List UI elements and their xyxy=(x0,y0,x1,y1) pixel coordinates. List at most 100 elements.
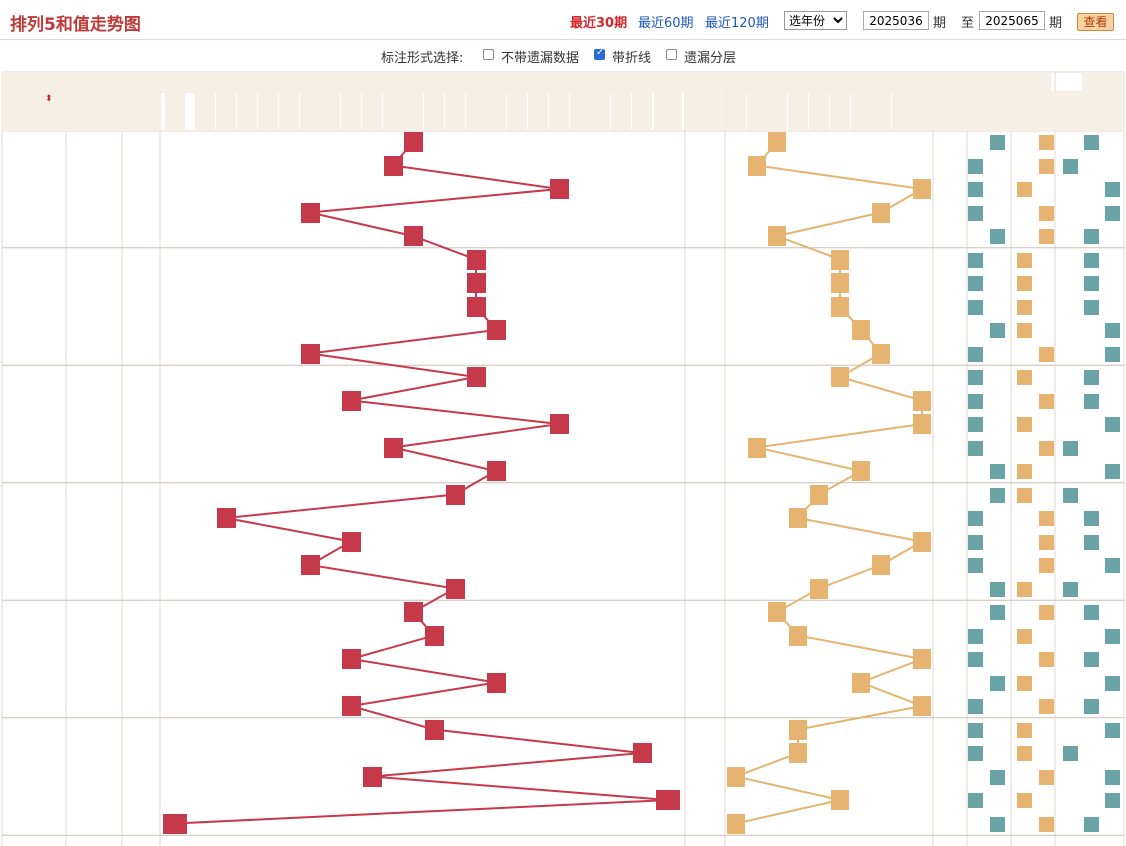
no-omission-checkbox[interactable] xyxy=(483,49,494,60)
oddeven-tag xyxy=(990,135,1005,150)
oddeven-tag xyxy=(990,464,1005,479)
tail-col-header xyxy=(726,92,746,131)
recent-60-link[interactable]: 最近60期 xyxy=(638,16,694,31)
size-tag xyxy=(1017,464,1032,479)
page-title: 排列5和值走势图 xyxy=(10,15,141,35)
size-tag xyxy=(1039,440,1054,456)
tail-marker xyxy=(872,202,890,223)
omission-layer-checkbox[interactable] xyxy=(666,49,677,60)
road-tag xyxy=(1063,581,1078,597)
road-tag xyxy=(1084,652,1099,667)
road-tag xyxy=(1084,816,1099,832)
sum-col-header xyxy=(165,92,185,131)
tail-marker xyxy=(768,602,786,622)
sum-marker xyxy=(466,296,486,317)
tail-header xyxy=(685,72,725,131)
road-tag xyxy=(1063,158,1078,174)
tail-trend-header xyxy=(725,72,933,92)
sum-col-header xyxy=(341,92,361,131)
sum-col-header xyxy=(403,92,423,131)
road-tag xyxy=(1084,699,1099,714)
size-tag xyxy=(1039,652,1054,667)
tail-col-header xyxy=(912,92,932,131)
tail-marker xyxy=(913,414,931,434)
year-select[interactable]: 选年份 xyxy=(784,11,847,30)
oddeven-tag xyxy=(968,652,983,667)
sum-col-header xyxy=(424,92,444,131)
sum-col-header xyxy=(195,92,215,131)
tail-marker xyxy=(831,790,849,810)
road-tag xyxy=(1105,769,1120,785)
oddeven-tag xyxy=(990,323,1005,338)
oddeven-tag xyxy=(968,276,983,291)
oddeven-tag xyxy=(990,581,1005,597)
sum-col-header xyxy=(466,92,486,131)
road-tag xyxy=(1084,135,1099,150)
sum-trend-header xyxy=(160,72,685,92)
polyline-checkbox[interactable] xyxy=(594,47,605,60)
tail-marker xyxy=(913,531,931,552)
road-tag xyxy=(1084,393,1099,409)
tail-marker xyxy=(727,766,745,787)
sum-col-header xyxy=(528,92,548,131)
size-tag xyxy=(1039,534,1054,550)
tail-marker xyxy=(872,555,890,575)
road-tag xyxy=(1105,464,1120,479)
oddeven-tag xyxy=(968,205,983,221)
sum-col-header xyxy=(362,92,382,131)
size-tag xyxy=(1039,605,1054,620)
tail-marker xyxy=(768,226,786,246)
size-tag xyxy=(1039,135,1054,150)
tail-trend-line xyxy=(732,141,926,825)
sum-marker xyxy=(216,508,236,528)
end-period-input[interactable] xyxy=(979,11,1045,30)
recent-120-link[interactable]: 最近120期 xyxy=(705,16,769,31)
sum-marker xyxy=(300,343,320,364)
size-tag xyxy=(1017,628,1032,644)
sum-col-header xyxy=(549,92,569,131)
sum-marker xyxy=(466,367,486,387)
oddeven-tag xyxy=(968,417,983,432)
tail-col-header xyxy=(892,92,912,131)
sum-col-header xyxy=(383,92,403,131)
recent-30-link[interactable]: 最近30期 xyxy=(570,16,628,31)
tail-col-header xyxy=(747,92,767,131)
view-button[interactable]: 查看 xyxy=(1077,13,1114,31)
sum-marker xyxy=(424,625,444,646)
size-tag xyxy=(1039,205,1054,221)
omission-layer-label: 遗漏分层 xyxy=(684,51,737,66)
sum-header xyxy=(122,72,160,131)
oddeven-tag xyxy=(968,628,983,644)
tail-marker xyxy=(913,649,931,669)
sum-marker xyxy=(403,226,423,246)
oddeven-tag xyxy=(968,393,983,409)
start-period-input[interactable] xyxy=(863,11,929,30)
to-suffix-label: 期 xyxy=(1049,16,1063,31)
road-tag xyxy=(1084,511,1099,526)
sum-marker xyxy=(300,555,320,575)
road-tag xyxy=(1084,605,1099,620)
size-tag xyxy=(1017,793,1032,808)
size-tag xyxy=(1039,769,1054,785)
sum-marker xyxy=(632,743,652,763)
oddeven-tag xyxy=(968,252,983,268)
size-tag xyxy=(1017,581,1032,597)
sum-col-header xyxy=(258,92,278,131)
sum-trend-line xyxy=(174,141,669,825)
sum-marker xyxy=(403,132,423,152)
oddeven-tag xyxy=(968,158,983,174)
sum-col-header xyxy=(216,92,236,131)
oddeven-tag xyxy=(968,722,983,738)
tail-marker xyxy=(913,696,931,716)
form-fill xyxy=(1082,72,1124,92)
sum-marker xyxy=(466,273,486,293)
tail-marker xyxy=(913,179,931,199)
size-tag xyxy=(1017,487,1032,503)
tail-marker xyxy=(789,719,807,740)
sum-col-header xyxy=(590,92,610,131)
sum-marker xyxy=(383,437,403,458)
display-options: 标注形式选择: 不带遗漏数据 带折线 遗漏分层 xyxy=(0,44,1126,68)
size-tag xyxy=(1039,158,1054,174)
sort-arrow-icon[interactable]: ⬍ xyxy=(45,94,53,104)
